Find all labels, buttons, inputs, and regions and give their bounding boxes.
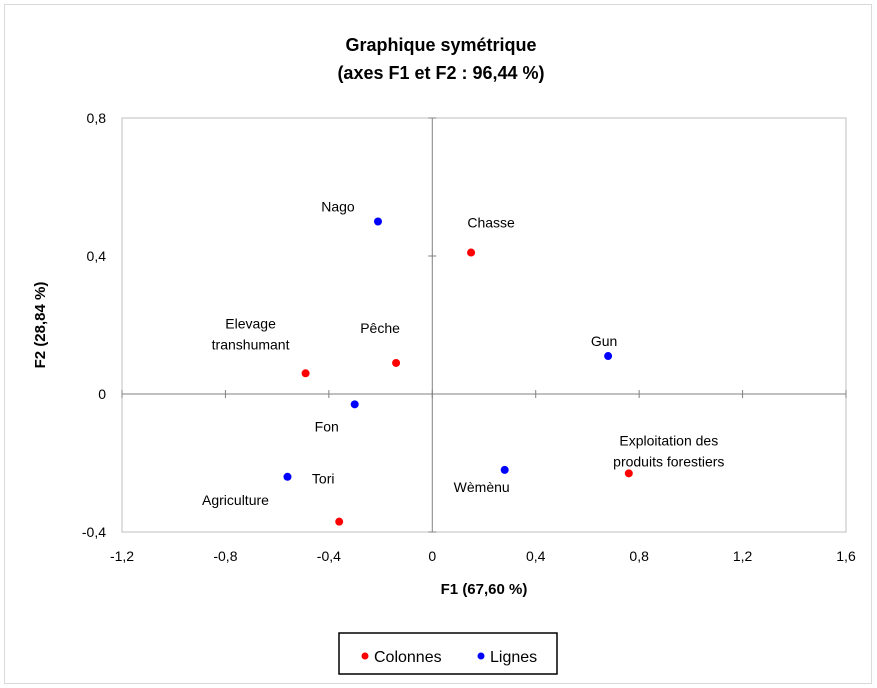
- point-lignes-4: [500, 465, 509, 474]
- data-points: [283, 217, 633, 526]
- plot-area: [121, 117, 847, 533]
- axes: [121, 117, 847, 533]
- legend-box: [338, 632, 558, 675]
- legend-label-lignes: Lignes: [490, 649, 537, 666]
- point-colonnes-1: [392, 358, 401, 367]
- point-label: Nago: [321, 199, 355, 215]
- point-label: Gun: [591, 333, 617, 349]
- legend-marker-colonnes: [361, 652, 369, 660]
- x-tick-label: 1,2: [733, 548, 753, 564]
- point-label: transhumant: [212, 336, 290, 352]
- point-lignes-3: [283, 472, 292, 481]
- point-label: Fon: [315, 418, 339, 434]
- y-tick-label: 0,8: [87, 110, 107, 126]
- point-label: Agriculture: [202, 492, 269, 508]
- point-lignes-2: [350, 400, 359, 409]
- x-tick-label: -0,8: [213, 548, 237, 564]
- legend: Colonnes Lignes: [338, 632, 558, 675]
- point-label: Tori: [312, 471, 335, 487]
- x-tick-label: -0,4: [317, 548, 341, 564]
- y-axis-title: F2 (28,84 %): [32, 282, 49, 369]
- tick-labels: -1,2 -0,8 -0,4 0 0,4 0,8 1,2 1,6 -0,4 0 0,4 0,8: [82, 110, 856, 564]
- y-tick-label: 0: [98, 386, 106, 402]
- point-lignes-1: [604, 352, 613, 361]
- x-tick-label: -1,2: [110, 548, 134, 564]
- point-label: Exploitation des: [619, 432, 718, 448]
- point-colonnes-2: [301, 369, 310, 378]
- legend-label-colonnes: Colonnes: [374, 649, 442, 666]
- legend-marker-lignes: [477, 652, 485, 660]
- point-colonnes-3: [335, 517, 344, 526]
- point-label: Chasse: [467, 215, 515, 231]
- y-tick-label: 0,4: [87, 248, 107, 264]
- point-colonnes-4: [624, 469, 633, 478]
- x-tick-label: 0,4: [526, 548, 546, 564]
- chart-frame: [4, 4, 872, 684]
- point-colonnes-0: [467, 248, 476, 257]
- chart-subtitle: (axes F1 et F2 : 96,44 %): [337, 63, 544, 83]
- point-label: produits forestiers: [613, 453, 724, 469]
- point-label: Wèmènu: [454, 479, 510, 495]
- point-label: Elevage: [225, 315, 276, 331]
- x-tick-label: 0,8: [629, 548, 649, 564]
- point-label: Pêche: [360, 320, 400, 336]
- chart-title: Graphique symétrique: [345, 35, 536, 55]
- x-tick-label: 0: [428, 548, 436, 564]
- point-lignes-0: [373, 217, 382, 226]
- x-tick-label: 1,6: [836, 548, 856, 564]
- y-tick-label: -0,4: [82, 524, 106, 540]
- point-labels: Chasse Pêche Elevage transhumant Tori Exploit…: [202, 199, 724, 508]
- x-axis-title: F1 (67,60 %): [441, 581, 528, 598]
